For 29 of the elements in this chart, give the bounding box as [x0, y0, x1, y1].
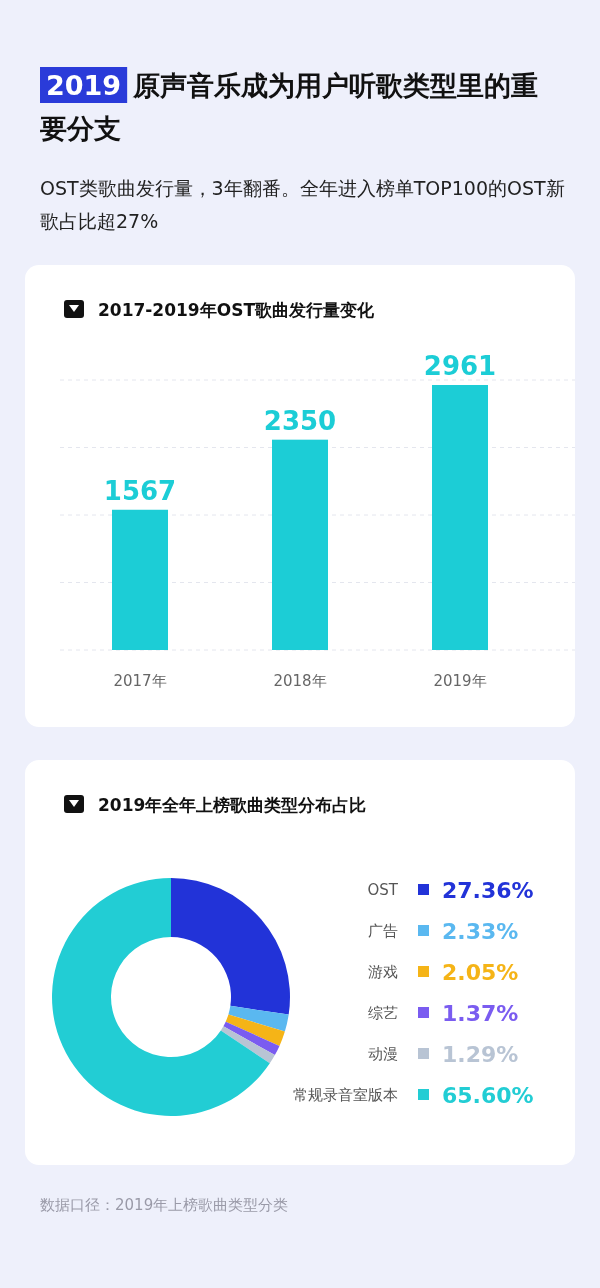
donut-slice	[228, 1005, 289, 1032]
text: 2019 原声音乐成为用户听歌类型里的重要分支	[39, 70, 539, 144]
chart-title: 2017-2019年OST歌曲发行量变化	[98, 300, 375, 320]
data-label: 65.60%	[442, 1083, 534, 1108]
x-tick-label: 2018年	[273, 672, 327, 690]
data-label: 2350	[263, 405, 337, 436]
text: OST类歌曲发行量，3年翻番。全年进入榜单TOP100的OST新歌占比超27%	[40, 177, 565, 232]
data-label: 1.37%	[442, 1001, 519, 1026]
legend-label: OST	[367, 881, 399, 899]
data-label: 2.05%	[442, 960, 519, 985]
donut-slice	[225, 1014, 285, 1046]
donut-slice	[223, 1021, 280, 1056]
legend-label: 常规录音室版本	[293, 1086, 398, 1104]
chart-title: 2019年全年上榜歌曲类型分布占比	[98, 795, 367, 815]
data-label: 1.29%	[442, 1042, 519, 1067]
legend-label: 动漫	[368, 1045, 398, 1063]
donut-slice	[171, 878, 290, 1015]
legend-label: 综艺	[368, 1004, 398, 1022]
data-label: 27.36%	[442, 878, 534, 903]
data-label: 2961	[423, 351, 497, 381]
x-tick-label: 2019年	[433, 672, 487, 690]
donut-slice	[220, 1026, 275, 1064]
donut-slice	[52, 878, 270, 1116]
data-label: 2.33%	[442, 919, 519, 944]
x-tick-label: 2017年	[113, 672, 167, 690]
legend-label: 广告	[368, 922, 398, 940]
text: 数据口径：2019年上榜歌曲类型分类	[40, 1196, 289, 1214]
data-label: 1567	[103, 475, 177, 506]
legend-label: 游戏	[368, 963, 398, 981]
